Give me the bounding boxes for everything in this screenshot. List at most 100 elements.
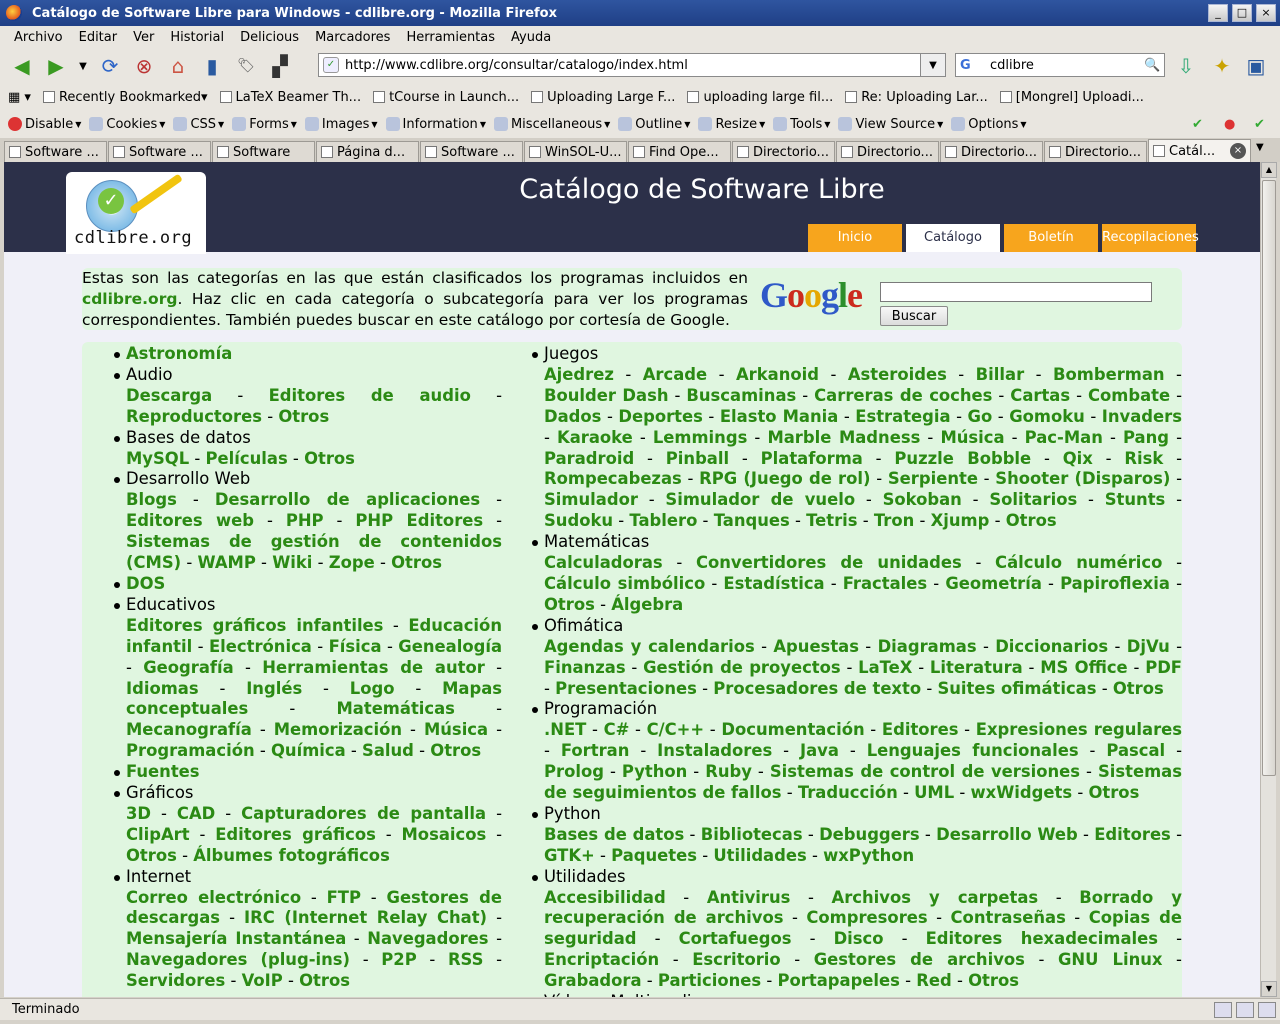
subcategory-link[interactable]: Editores hexadecimales	[925, 929, 1159, 949]
subcategory-link[interactable]: Ajedrez	[544, 364, 614, 384]
home-icon[interactable]: ⌂	[171, 54, 185, 78]
site-tab[interactable]: Boletín	[1004, 224, 1098, 252]
bookmarks-menu-icon[interactable]: ▦ ▾	[8, 89, 31, 105]
bookmark-item[interactable]: [Mongrel] Uploadi...	[999, 90, 1144, 105]
subcategory-link[interactable]: Diccionarios	[995, 636, 1109, 656]
menu-item-4[interactable]: Delicious	[240, 29, 300, 45]
subcategory-link[interactable]: Rompecabezas	[544, 469, 682, 489]
subcategory-link[interactable]: Paquetes	[611, 845, 697, 865]
url-input[interactable]	[345, 55, 925, 75]
vertical-scrollbar[interactable]: ▲ ▼	[1260, 162, 1277, 997]
subcategory-link[interactable]: Sokoban	[882, 490, 962, 510]
subcategory-link[interactable]: Red	[916, 971, 952, 991]
subcategory-link[interactable]: Álbumes fotográficos	[193, 845, 390, 865]
subcategory-link[interactable]: wxWidgets	[970, 783, 1073, 803]
subcategory-link[interactable]: Electrónica	[208, 636, 312, 656]
subcategory-link[interactable]: Pac-Man	[1024, 427, 1103, 447]
subcategory-link[interactable]: Desarrollo de aplicaciones	[214, 490, 481, 510]
subcategory-link[interactable]: Navegadores	[367, 929, 489, 949]
subcategory-link[interactable]: C#	[603, 720, 630, 740]
close-tab-icon[interactable]: ×	[1230, 143, 1246, 159]
subcategory-link[interactable]: Serpiente	[887, 469, 978, 489]
subcategory-link[interactable]: Arkanoid	[736, 364, 820, 384]
tab[interactable]: Directorio...	[940, 141, 1043, 162]
history-dropdown-icon[interactable]: ▼	[79, 60, 87, 72]
bookmarks-sidebar-icon[interactable]: ▮	[206, 54, 218, 78]
subcategory-link[interactable]: Mosaicos	[401, 824, 487, 844]
tab[interactable]: Página d...	[316, 141, 419, 162]
subcategory-link[interactable]: Cartas	[1010, 385, 1071, 405]
subcategory-link[interactable]: PHP	[285, 511, 324, 531]
category-name[interactable]: DOS	[126, 573, 166, 593]
menu-item-5[interactable]: Marcadores	[315, 29, 391, 45]
webdev-menu-7[interactable]: Outline ▼	[618, 117, 690, 132]
subcategory-link[interactable]: Escritorio	[692, 950, 781, 970]
subcategory-link[interactable]: RSS	[447, 950, 484, 970]
bookmark-item[interactable]: Uploading Large F...	[531, 90, 675, 105]
subcategory-link[interactable]: Editores gráficos infantiles	[126, 615, 384, 635]
subcategory-link[interactable]: Bases de datos	[544, 824, 685, 844]
bookmark-item[interactable]: Recently Bookmarked ▾	[42, 90, 208, 105]
back-arrow-icon[interactable]: ◀	[14, 54, 30, 78]
subcategory-link[interactable]: Otros	[304, 448, 355, 468]
subcategory-link[interactable]: Arcade	[642, 364, 708, 384]
subcategory-link[interactable]: Sistemas de gestión de contenidos (CMS)	[126, 532, 502, 573]
subcategory-link[interactable]: Invaders	[1101, 406, 1182, 426]
subcategory-link[interactable]: GNU Linux	[1057, 950, 1163, 970]
subcategory-link[interactable]: Química	[270, 741, 346, 761]
subcategory-link[interactable]: Prolog	[544, 762, 604, 782]
webdev-menu-3[interactable]: Forms ▼	[232, 117, 297, 132]
subcategory-link[interactable]: Tron	[873, 511, 915, 531]
subcategory-link[interactable]: Apuestas	[773, 636, 859, 656]
subcategory-link[interactable]: Deportes	[618, 406, 703, 426]
subcategory-link[interactable]: Finanzas	[544, 657, 626, 677]
subcategory-link[interactable]: Cálculo simbólico	[544, 573, 706, 593]
subcategory-link[interactable]: Zope	[328, 553, 375, 573]
scroll-down-icon[interactable]: ▼	[1261, 981, 1277, 997]
subcategory-link[interactable]: Compresores	[806, 908, 928, 928]
subcategory-link[interactable]: .NET	[544, 720, 587, 740]
subcategory-link[interactable]: Lemmings	[652, 427, 748, 447]
subcategory-link[interactable]: Gestores de descargas	[126, 887, 502, 928]
site-tab[interactable]: Recopilaciones	[1102, 224, 1199, 252]
subcategory-link[interactable]: Encriptación	[544, 950, 660, 970]
bookmark-add-icon[interactable]: ✦	[1213, 54, 1231, 78]
subcategory-link[interactable]: Idiomas	[126, 678, 199, 698]
subcategory-link[interactable]: PDF	[1145, 657, 1183, 677]
subcategory-link[interactable]: Estadística	[723, 573, 825, 593]
subcategory-link[interactable]: Otros	[968, 971, 1019, 991]
maximize-button[interactable]: □	[1232, 4, 1252, 22]
subcategory-link[interactable]: Billar	[975, 364, 1025, 384]
tab[interactable]: Find Ope...	[628, 141, 731, 162]
subcategory-link[interactable]: Geografía	[143, 657, 234, 677]
webdev-menu-9[interactable]: Tools ▼	[773, 117, 830, 132]
subcategory-link[interactable]: Marble Madness	[767, 427, 921, 447]
subcategory-link[interactable]: Carreras de coches	[814, 385, 993, 405]
reload-icon[interactable]: ⟳	[101, 54, 119, 78]
subcategory-link[interactable]: Educación infantil	[126, 615, 502, 656]
subcategory-link[interactable]: Solitarios	[989, 490, 1078, 510]
subcategory-link[interactable]: Elasto Mania	[719, 406, 839, 426]
subcategory-link[interactable]: Suites ofimáticas	[937, 678, 1097, 698]
google-search-input[interactable]	[880, 282, 1152, 302]
subcategory-link[interactable]: Música	[940, 427, 1005, 447]
subcategory-link[interactable]: Otros	[544, 594, 595, 614]
subcategory-link[interactable]: Documentación	[721, 720, 865, 740]
subcategory-link[interactable]: 3D	[126, 803, 152, 823]
menu-item-2[interactable]: Ver	[133, 29, 155, 45]
menu-item-6[interactable]: Herramientas	[406, 29, 496, 45]
category-name[interactable]: Astronomía	[126, 344, 233, 363]
subcategory-link[interactable]: Otros	[1112, 678, 1164, 698]
webdev-menu-4[interactable]: Images ▼	[304, 117, 378, 132]
subcategory-link[interactable]: Stunts	[1104, 490, 1166, 510]
subcategory-link[interactable]: GTK+	[544, 845, 595, 865]
subcategory-link[interactable]: Mecanografía	[126, 720, 252, 740]
subcategory-link[interactable]: FTP	[326, 887, 361, 907]
subcategory-link[interactable]: Python	[621, 762, 688, 782]
tab[interactable]: Directorio...	[732, 141, 835, 162]
subcategory-link[interactable]: Editores gráficos	[215, 824, 376, 844]
subcategory-link[interactable]: MS Office	[1040, 657, 1128, 677]
subcategory-link[interactable]: Matemáticas	[336, 699, 455, 719]
subcategory-link[interactable]: Otros	[391, 553, 442, 573]
subcategory-link[interactable]: Correo electrónico	[126, 887, 302, 907]
